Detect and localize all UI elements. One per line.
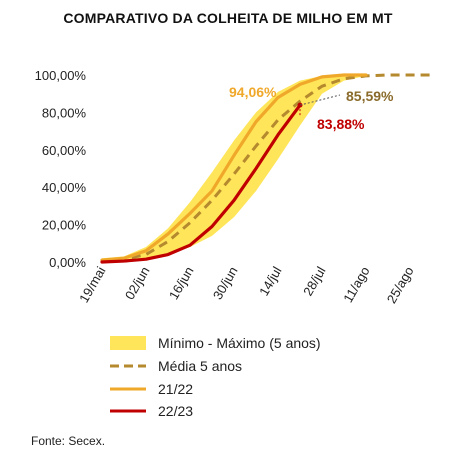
x-tick-label: 11/ago bbox=[340, 264, 372, 305]
annotation-leader-media bbox=[299, 94, 341, 106]
y-tick-label: 100,00% bbox=[35, 68, 87, 83]
series-band-min-max bbox=[102, 75, 366, 262]
y-tick-label: 80,00% bbox=[42, 105, 87, 120]
x-tick-label: 14/jul bbox=[256, 264, 285, 299]
legend-label: 21/22 bbox=[158, 381, 193, 397]
legend-label: Média 5 anos bbox=[158, 358, 242, 374]
x-tick-label: 16/jun bbox=[166, 264, 197, 302]
chart-title: COMPARATIVO DA COLHEITA DE MILHO EM MT bbox=[63, 10, 393, 26]
legend-swatch-band bbox=[110, 336, 146, 350]
source-note: Fonte: Secex. bbox=[31, 434, 106, 448]
x-tick-label: 30/jun bbox=[210, 264, 241, 302]
series-line-21-22 bbox=[100, 73, 368, 262]
annotation-label: 85,59% bbox=[346, 88, 394, 104]
y-tick-label: 40,00% bbox=[42, 180, 87, 195]
series-line-22-23 bbox=[100, 103, 302, 264]
x-tick-label: 19/mai bbox=[76, 264, 109, 305]
annotation-label: 83,88% bbox=[317, 116, 365, 132]
annotation-label: 94,06% bbox=[229, 84, 277, 100]
x-tick-label: 28/jul bbox=[300, 264, 329, 299]
legend-label: 22/23 bbox=[158, 403, 193, 419]
y-tick-label: 0,00% bbox=[49, 255, 86, 270]
series-line-media-5-anos bbox=[101, 73, 432, 263]
x-tick-label: 25/ago bbox=[384, 264, 417, 306]
legend-label: Mínimo - Máximo (5 anos) bbox=[158, 335, 321, 351]
y-tick-label: 60,00% bbox=[42, 143, 87, 158]
y-tick-label: 20,00% bbox=[42, 218, 87, 233]
x-tick-label: 02/jun bbox=[122, 264, 153, 302]
